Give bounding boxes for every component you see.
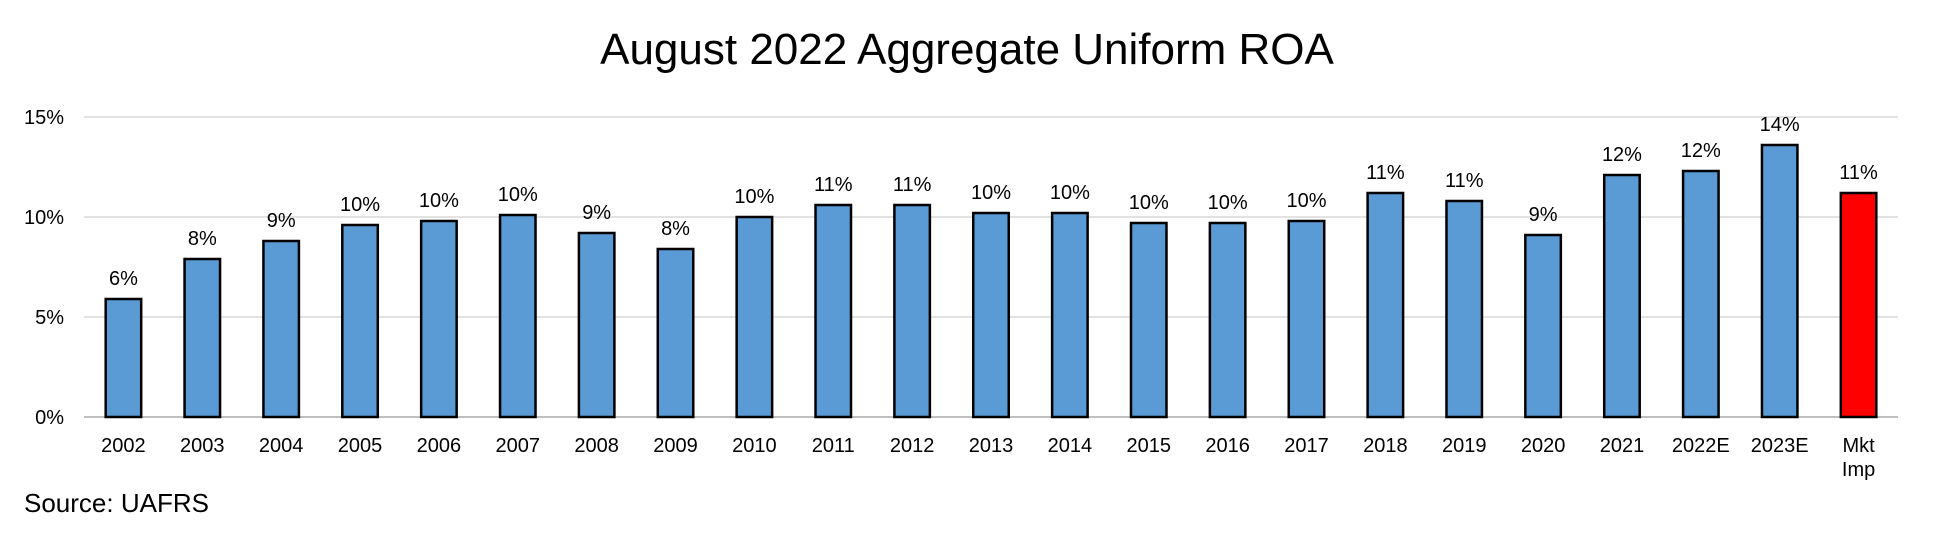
bar-2005 xyxy=(341,223,380,419)
bar-2009 xyxy=(656,247,695,419)
x-tick-label: 2002 xyxy=(101,435,146,457)
data-label: 9% xyxy=(582,202,611,224)
y-tick-label: 10% xyxy=(24,207,64,229)
data-label: 10% xyxy=(1286,190,1326,212)
data-label: 10% xyxy=(1208,192,1248,214)
data-label: 14% xyxy=(1760,114,1800,136)
x-tick-label: 2021 xyxy=(1600,435,1645,457)
y-axis-ticks: 0% 5% 10% 15% xyxy=(24,107,64,429)
x-tick-label: 2019 xyxy=(1442,435,1487,457)
data-label: 10% xyxy=(734,186,774,208)
data-label: 12% xyxy=(1681,140,1721,162)
bar-2013 xyxy=(972,211,1010,419)
x-tick-label: 2016 xyxy=(1205,435,1250,457)
bar-2011 xyxy=(814,203,853,419)
bar-2006 xyxy=(419,219,458,419)
x-tick-label: 2017 xyxy=(1284,435,1329,457)
source-note: Source: UAFRS xyxy=(24,488,209,518)
bar-2007 xyxy=(498,213,537,419)
data-label: 9% xyxy=(1529,204,1558,226)
bar-2010 xyxy=(735,215,774,419)
x-tick-label: 2015 xyxy=(1126,435,1171,457)
chart-title: August 2022 Aggregate Uniform ROA xyxy=(600,25,1334,74)
bar-2012 xyxy=(893,203,932,419)
x-tick-label: 2004 xyxy=(259,435,304,457)
bar-2004 xyxy=(262,239,301,419)
x-tick-label: 2014 xyxy=(1048,435,1093,457)
x-tick-label: Mkt Imp xyxy=(1842,435,1875,481)
bars xyxy=(104,143,1878,419)
data-label: 10% xyxy=(1129,192,1169,214)
y-tick-label: 15% xyxy=(24,107,64,129)
data-label: 11% xyxy=(814,174,853,196)
x-tick-label: 2012 xyxy=(890,435,935,457)
bar-2003 xyxy=(183,257,222,419)
bar-2016 xyxy=(1208,221,1247,419)
data-label: 6% xyxy=(109,268,138,290)
data-label: 10% xyxy=(419,190,459,212)
bar-2022e xyxy=(1681,169,1720,419)
bar-2002 xyxy=(104,297,143,419)
x-tick-label: 2007 xyxy=(496,435,541,457)
data-label: 11% xyxy=(1839,162,1878,184)
x-tick-label: 2008 xyxy=(574,435,619,457)
bar-2018 xyxy=(1366,191,1405,419)
data-label: 11% xyxy=(893,174,932,196)
data-label: 9% xyxy=(267,210,296,232)
data-label: 11% xyxy=(1366,162,1405,184)
data-label: 10% xyxy=(971,182,1011,204)
data-label: 8% xyxy=(188,228,217,250)
x-axis-ticks: 2002 2003 2004 2005 2006 2007 2008 2009 2010 2011… xyxy=(101,435,1875,481)
x-tick-label: 2023E xyxy=(1751,435,1809,457)
data-label: 12% xyxy=(1602,144,1642,166)
data-label: 10% xyxy=(498,184,538,206)
data-labels: 6% 8% 9% 10% 10% 10% 9% 8% 10% 11% 11% 10% 10% 10% 10%… xyxy=(109,114,1878,290)
x-tick-label: 2010 xyxy=(732,435,777,457)
x-tick-label: 2009 xyxy=(653,435,698,457)
x-tick-label: 2003 xyxy=(180,435,225,457)
data-label: 10% xyxy=(1050,182,1090,204)
bar-2017 xyxy=(1287,219,1326,419)
x-tick-label: 2005 xyxy=(338,435,383,457)
y-tick-label: 0% xyxy=(35,407,64,429)
bar-mkt-imp xyxy=(1839,191,1878,419)
bar-2014 xyxy=(1050,211,1089,419)
data-label: 8% xyxy=(661,218,690,240)
data-label: 11% xyxy=(1445,170,1484,192)
bar-2019 xyxy=(1445,199,1484,419)
bar-2015 xyxy=(1129,221,1168,419)
bar-2021 xyxy=(1602,173,1641,419)
bar-2020 xyxy=(1524,233,1563,419)
bar-2023e xyxy=(1760,143,1799,419)
x-tick-label: 2018 xyxy=(1363,435,1408,457)
bar-2008 xyxy=(577,231,616,419)
x-tick-label: 2020 xyxy=(1521,435,1566,457)
x-tick-label: 2022E xyxy=(1672,435,1730,457)
x-tick-label: 2011 xyxy=(812,435,855,457)
data-label: 10% xyxy=(340,194,380,216)
x-tick-label: 2013 xyxy=(969,435,1014,457)
y-tick-label: 5% xyxy=(35,307,64,329)
x-tick-label: 2006 xyxy=(417,435,462,457)
